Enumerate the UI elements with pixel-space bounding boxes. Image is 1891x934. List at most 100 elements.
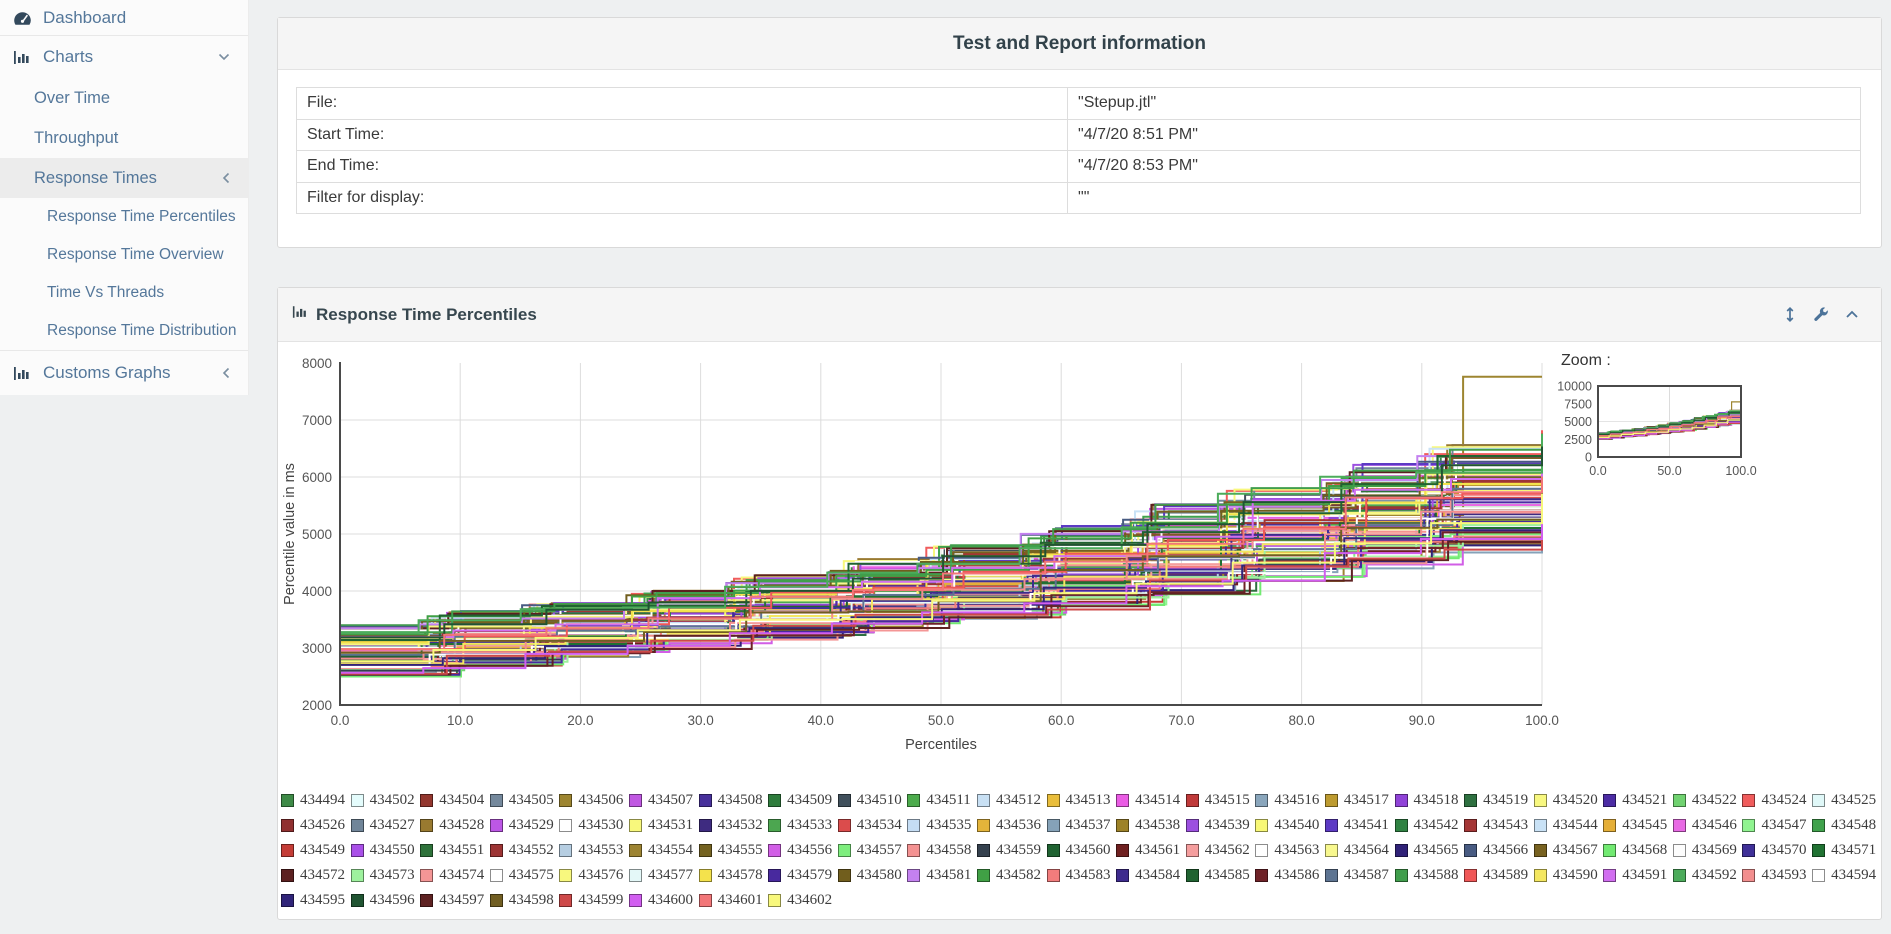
legend-item[interactable]: 434518 (1394, 788, 1465, 813)
resize-vertical-icon[interactable] (1783, 306, 1797, 323)
legend-item[interactable]: 434576 (559, 863, 629, 888)
legend-item[interactable]: 434516 (1255, 788, 1325, 813)
legend-item[interactable]: 434599 (559, 888, 629, 913)
legend-item[interactable]: 434566 (1464, 838, 1534, 863)
sidebar-item-response-times[interactable]: Response Times (0, 158, 248, 198)
legend-item[interactable]: 434515 (1185, 788, 1256, 813)
legend-item[interactable]: 434593 (1742, 863, 1812, 888)
legend-item[interactable]: 434506 (559, 788, 629, 813)
legend-item[interactable]: 434522 (1672, 788, 1743, 813)
sidebar-item-response-time-overview[interactable]: Response Time Overview (0, 236, 248, 274)
legend-item[interactable]: 434533 (768, 813, 838, 838)
legend-item[interactable]: 434602 (768, 888, 838, 913)
legend-item[interactable]: 434581 (907, 863, 977, 888)
legend-item[interactable]: 434561 (1116, 838, 1186, 863)
legend-item[interactable]: 434570 (1742, 838, 1812, 863)
legend-item[interactable]: 434600 (628, 888, 699, 913)
legend-item[interactable]: 434578 (698, 863, 769, 888)
legend-item[interactable]: 434549 (281, 838, 351, 863)
legend-item[interactable]: 434567 (1533, 838, 1604, 863)
legend-item[interactable]: 434551 (420, 838, 490, 863)
legend-item[interactable]: 434556 (768, 838, 838, 863)
legend-item[interactable]: 434571 (1812, 838, 1882, 863)
legend-item[interactable]: 434585 (1185, 863, 1256, 888)
legend-item[interactable]: 434526 (281, 813, 351, 838)
legend-item[interactable]: 434534 (837, 813, 908, 838)
legend-item[interactable]: 434587 (1324, 863, 1395, 888)
legend-item[interactable]: 434529 (489, 813, 560, 838)
legend-item[interactable]: 434552 (489, 838, 560, 863)
legend-item[interactable]: 434564 (1324, 838, 1395, 863)
legend-item[interactable]: 434547 (1742, 813, 1812, 838)
legend-item[interactable]: 434541 (1324, 813, 1395, 838)
sidebar-item-customs-graphs[interactable]: Customs Graphs (0, 351, 248, 395)
sidebar-item-dashboard[interactable]: Dashboard (0, 1, 248, 35)
legend-item[interactable]: 434572 (281, 863, 351, 888)
legend-item[interactable]: 434580 (837, 863, 908, 888)
legend-item[interactable]: 434550 (350, 838, 421, 863)
sidebar-item-response-time-distribution[interactable]: Response Time Distribution (0, 312, 248, 350)
legend-item[interactable]: 434546 (1672, 813, 1743, 838)
legend-item[interactable]: 434527 (350, 813, 421, 838)
legend-item[interactable]: 434537 (1046, 813, 1117, 838)
legend-item[interactable]: 434574 (420, 863, 490, 888)
sidebar-item-response-time-percentiles[interactable]: Response Time Percentiles (0, 198, 248, 236)
legend-item[interactable]: 434542 (1394, 813, 1465, 838)
legend-item[interactable]: 434554 (628, 838, 699, 863)
legend-item[interactable]: 434588 (1394, 863, 1465, 888)
legend-item[interactable]: 434528 (420, 813, 490, 838)
legend-item[interactable]: 434543 (1464, 813, 1534, 838)
legend-item[interactable]: 434544 (1533, 813, 1604, 838)
sidebar-item-over-time[interactable]: Over Time (0, 78, 248, 118)
legend-item[interactable]: 434520 (1533, 788, 1604, 813)
legend-item[interactable]: 434540 (1255, 813, 1325, 838)
legend-item[interactable]: 434569 (1672, 838, 1743, 863)
legend-item[interactable]: 434553 (559, 838, 629, 863)
legend-item[interactable]: 434562 (1185, 838, 1256, 863)
legend-item[interactable]: 434592 (1672, 863, 1743, 888)
legend-item[interactable]: 434525 (1812, 788, 1882, 813)
legend-item[interactable]: 434524 (1742, 788, 1812, 813)
legend-item[interactable]: 434568 (1603, 838, 1673, 863)
sidebar-item-time-vs-threads[interactable]: Time Vs Threads (0, 274, 248, 312)
chevron-up-icon[interactable] (1845, 310, 1859, 319)
legend-item[interactable]: 434590 (1533, 863, 1604, 888)
legend-item[interactable]: 434601 (698, 888, 769, 913)
legend-item[interactable]: 434545 (1603, 813, 1673, 838)
legend-item[interactable]: 434536 (976, 813, 1047, 838)
legend-item[interactable]: 434597 (420, 888, 490, 913)
legend-item[interactable]: 434596 (350, 888, 421, 913)
legend-item[interactable]: 434502 (350, 788, 421, 813)
legend-item[interactable]: 434511 (907, 788, 977, 813)
legend-item[interactable]: 434577 (628, 863, 699, 888)
legend-item[interactable]: 434598 (489, 888, 560, 913)
legend-item[interactable]: 434591 (1603, 863, 1673, 888)
legend-item[interactable]: 434531 (628, 813, 699, 838)
wrench-icon[interactable] (1813, 306, 1829, 323)
legend-item[interactable]: 434535 (907, 813, 977, 838)
legend-item[interactable]: 434584 (1116, 863, 1186, 888)
legend-item[interactable]: 434514 (1116, 788, 1186, 813)
legend-item[interactable]: 434575 (489, 863, 560, 888)
legend-item[interactable]: 434573 (350, 863, 421, 888)
legend-item[interactable]: 434539 (1185, 813, 1256, 838)
legend-item[interactable]: 434559 (976, 838, 1047, 863)
legend-item[interactable]: 434517 (1324, 788, 1395, 813)
legend-item[interactable]: 434582 (976, 863, 1047, 888)
legend-item[interactable]: 434512 (976, 788, 1047, 813)
legend-item[interactable]: 434557 (837, 838, 908, 863)
legend-item[interactable]: 434555 (698, 838, 769, 863)
legend-item[interactable]: 434507 (628, 788, 699, 813)
legend-item[interactable]: 434509 (768, 788, 838, 813)
legend-item[interactable]: 434532 (698, 813, 769, 838)
legend-item[interactable]: 434513 (1046, 788, 1117, 813)
legend-item[interactable]: 434548 (1812, 813, 1882, 838)
zoom-minimap-chart[interactable]: 0 2500 5000 7500 10000 0.0 50.0 100.0 (1526, 378, 1771, 486)
legend-item[interactable]: 434595 (281, 888, 351, 913)
sidebar-item-charts[interactable]: Charts (0, 36, 248, 78)
legend-item[interactable]: 434505 (489, 788, 560, 813)
legend-item[interactable]: 434538 (1116, 813, 1186, 838)
legend-item[interactable]: 434558 (907, 838, 977, 863)
legend-item[interactable]: 434594 (1812, 863, 1882, 888)
